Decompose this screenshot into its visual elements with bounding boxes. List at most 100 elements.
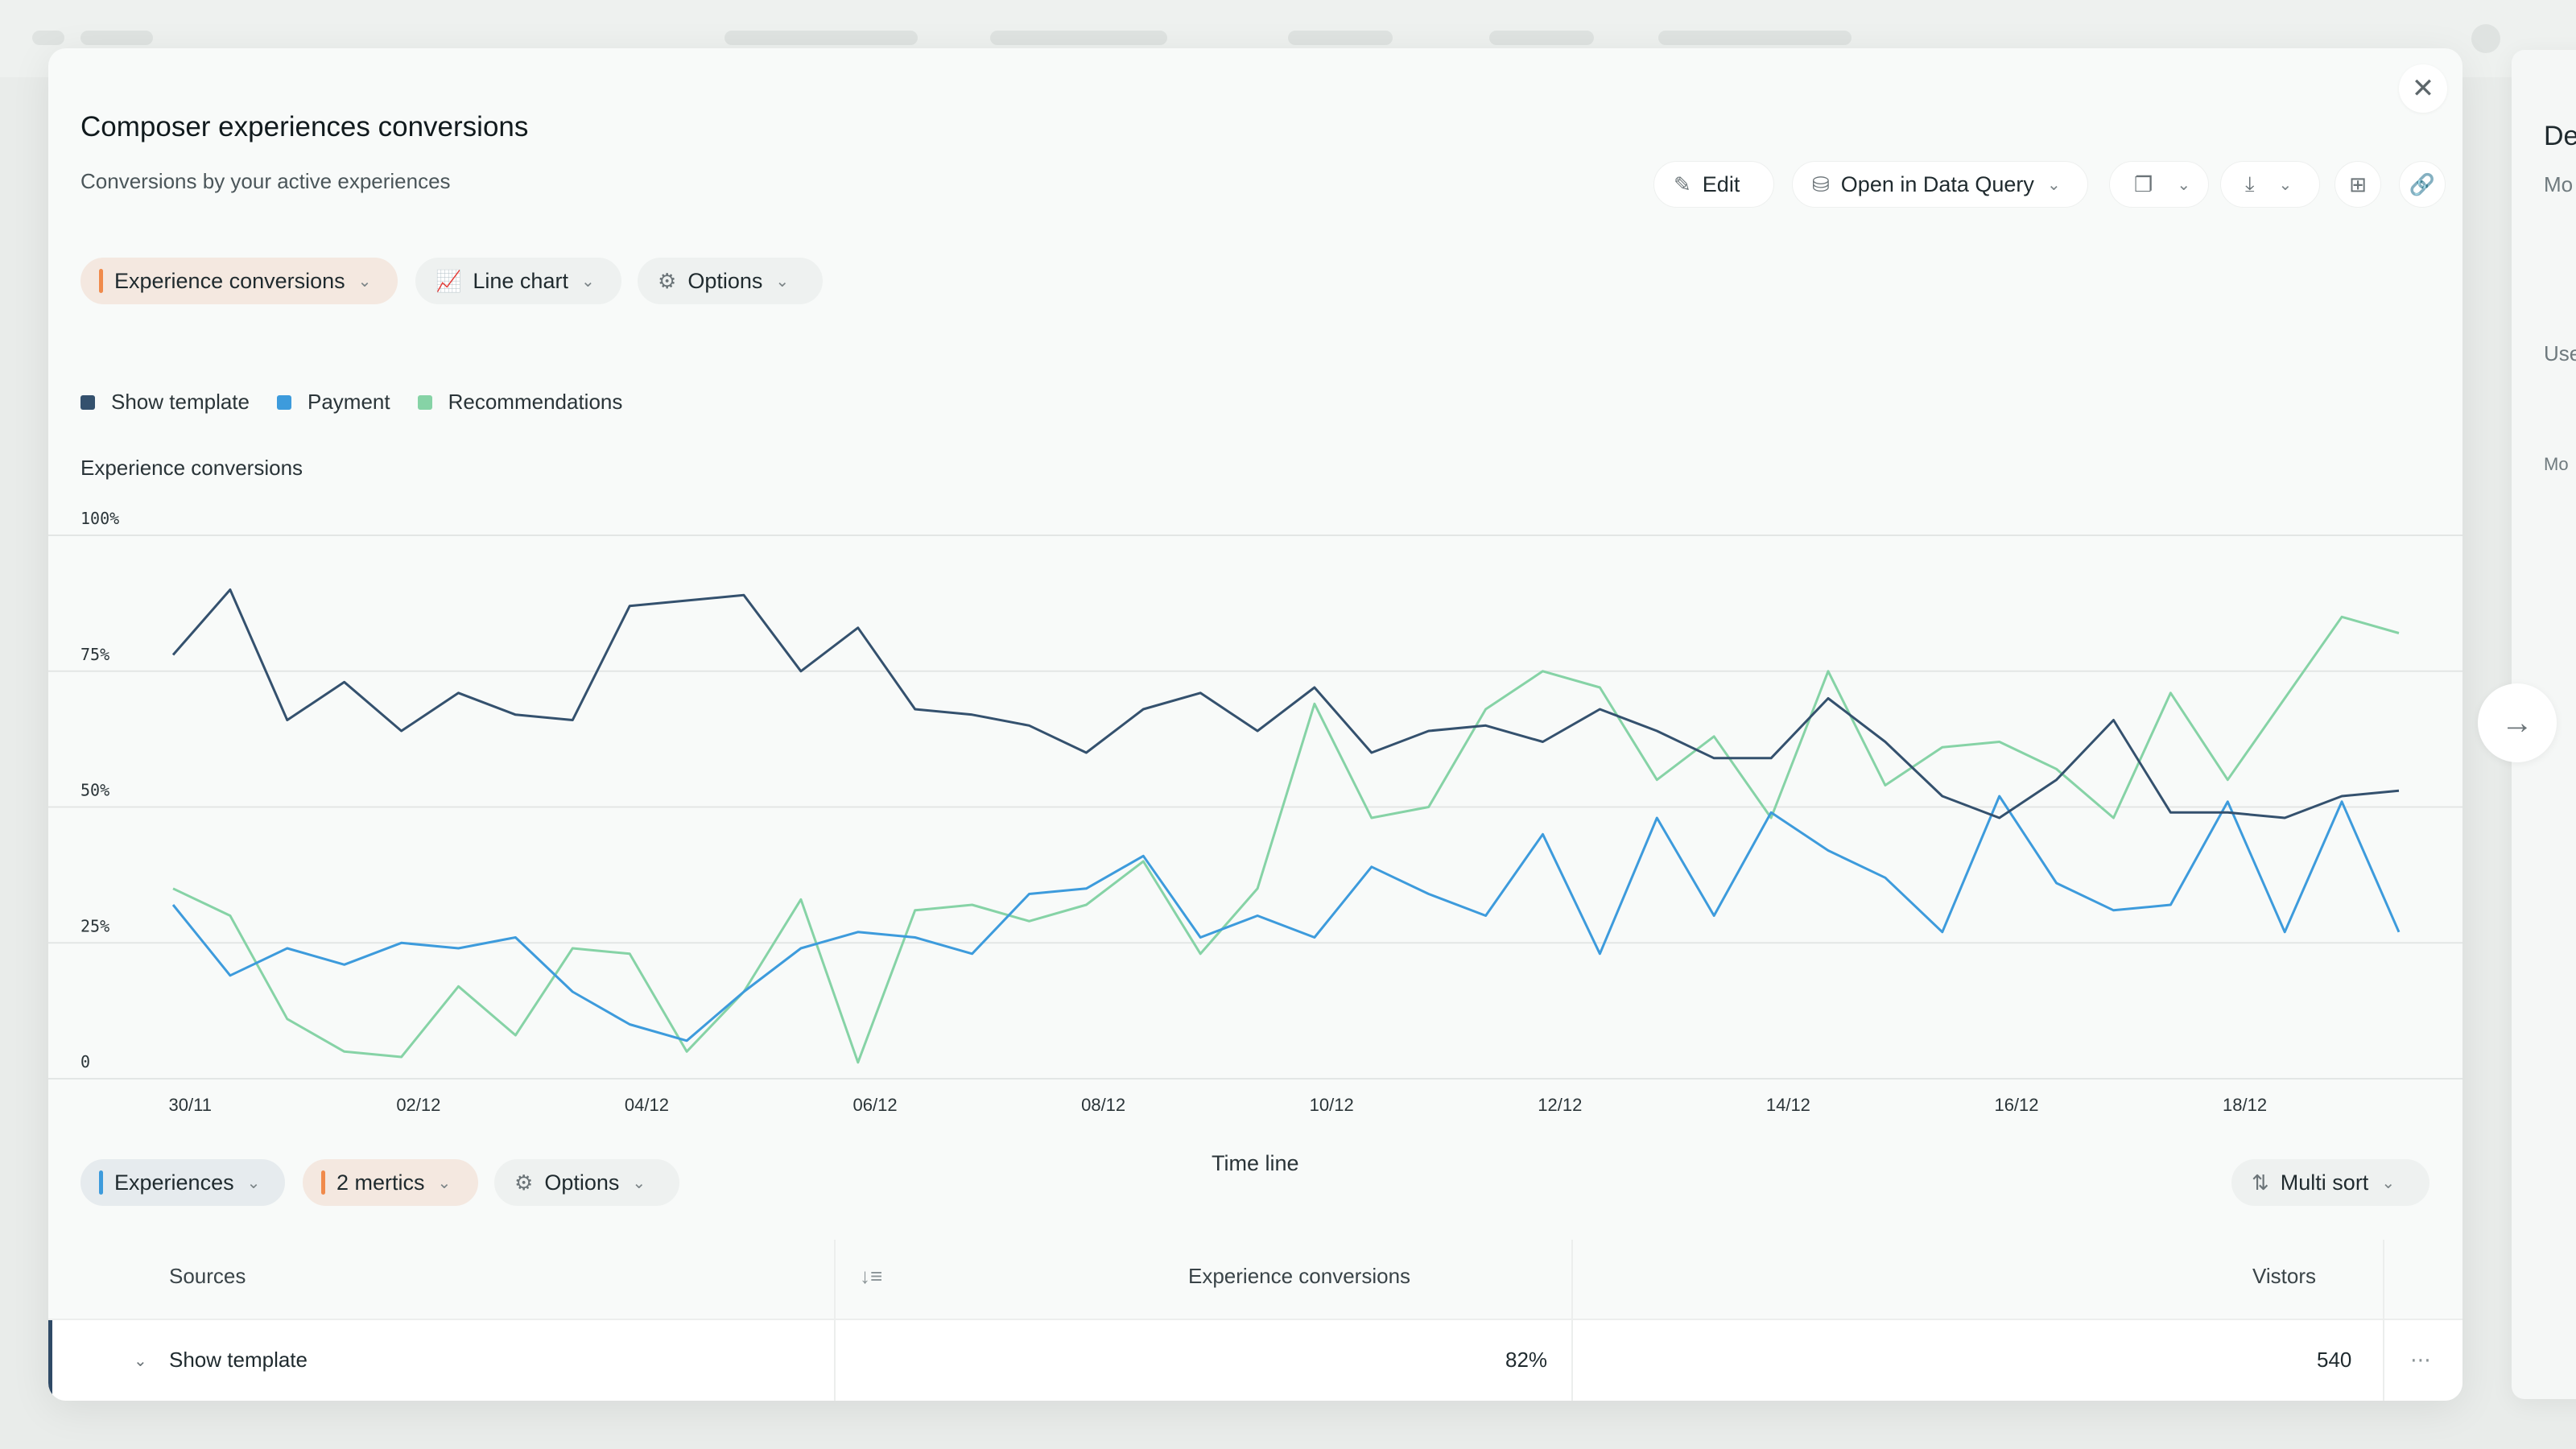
ghost-bar xyxy=(724,31,918,45)
chart-options-button[interactable]: ⚙ Options ⌄ xyxy=(638,258,823,304)
row-more-icon[interactable]: ⋯ xyxy=(2410,1348,2431,1372)
chevron-down-icon: ⌄ xyxy=(437,1174,452,1192)
chart-type-label: Line chart xyxy=(473,268,568,293)
gear-icon: ⚙ xyxy=(514,1170,534,1195)
chevron-down-icon: ⌄ xyxy=(2381,1174,2396,1192)
column-header-sources[interactable]: Sources xyxy=(169,1264,246,1288)
multi-sort-button[interactable]: ⇅ Multi sort ⌄ xyxy=(2231,1159,2429,1206)
chart-modal: Composer experiences conversions Convers… xyxy=(48,48,2462,1401)
close-icon: ✕ xyxy=(2411,73,2435,104)
ghost-bar xyxy=(1489,31,1594,45)
ghost-bar xyxy=(1288,31,1393,45)
legend-item[interactable]: Recommendations xyxy=(417,390,623,415)
chevron-down-icon: ⌄ xyxy=(632,1174,646,1192)
y-tick-label: 0 xyxy=(80,1052,90,1071)
y-tick-label: 50% xyxy=(80,781,109,800)
chart-title: Experience conversions xyxy=(80,456,303,480)
sort-order-icon[interactable]: ↓≡ xyxy=(860,1264,883,1288)
x-tick-label: 10/12 xyxy=(1310,1095,1354,1111)
ghost-bar xyxy=(2471,24,2500,53)
chevron-down-icon: ⌄ xyxy=(775,272,790,291)
x-tick-label: 14/12 xyxy=(1766,1095,1810,1111)
legend-item[interactable]: Show template xyxy=(80,390,250,415)
background-panel-text: Mo xyxy=(2544,172,2574,196)
metric-select-label: Experience conversions xyxy=(114,268,345,293)
y-tick-label: 25% xyxy=(80,916,109,935)
chart-options-label: Options xyxy=(687,268,763,293)
legend-swatch xyxy=(417,394,432,410)
experiences-label: Experiences xyxy=(114,1170,234,1195)
metrics-color-indicator xyxy=(321,1170,325,1195)
chevron-down-icon: ⌄ xyxy=(2046,175,2061,194)
row-source: Show template xyxy=(169,1348,308,1372)
x-tick-label: 06/12 xyxy=(853,1095,898,1111)
copy-link-button[interactable]: 🔗 xyxy=(2399,161,2446,208)
pencil-icon: ✎ xyxy=(1674,171,1691,196)
row-conversions: 82% xyxy=(1505,1348,1548,1372)
line-chart: 0 25% 50% 75% 100% 30/11 02/12 04/12 06/12 08/12 1… xyxy=(48,509,2462,1111)
x-tick-label: 12/12 xyxy=(1538,1095,1582,1111)
column-separator xyxy=(2383,1240,2384,1401)
chevron-down-icon: ⌄ xyxy=(2177,175,2191,194)
table-divider xyxy=(48,1319,2462,1320)
ghost-bar xyxy=(80,31,153,45)
table-options-button[interactable]: ⚙ Options ⌄ xyxy=(494,1159,679,1206)
legend-label: Recommendations xyxy=(448,390,623,414)
next-chart-button[interactable]: → xyxy=(2478,683,2557,762)
modal-subtitle: Conversions by your active experiences xyxy=(80,169,451,193)
chart-type-select[interactable]: 📈 Line chart ⌄ xyxy=(415,258,621,304)
table-options-label: Options xyxy=(544,1170,620,1195)
chevron-down-icon: ⌄ xyxy=(357,272,372,291)
modal-title: Composer experiences conversions xyxy=(80,111,529,142)
expand-row-icon[interactable]: ⌄ xyxy=(134,1352,147,1370)
database-icon: ⛁ xyxy=(1812,171,1830,196)
y-tick-label: 75% xyxy=(80,645,109,664)
metric-select[interactable]: Experience conversions ⌄ xyxy=(80,258,398,304)
ghost-bar xyxy=(32,31,64,45)
row-visitors: 540 xyxy=(2317,1348,2352,1372)
column-separator xyxy=(1571,1240,1573,1401)
chevron-down-icon: ⌄ xyxy=(580,272,595,291)
chevron-down-icon: ⌄ xyxy=(2278,175,2293,194)
table-row[interactable] xyxy=(48,1320,2462,1401)
arrow-right-icon: → xyxy=(2501,704,2533,741)
ghost-bar xyxy=(1658,31,1852,45)
download-menu-button[interactable]: ⤓ ⌄ xyxy=(2220,161,2320,208)
legend-label: Payment xyxy=(307,390,390,414)
background-panel-text: Use xyxy=(2544,341,2576,365)
x-tick-label: 18/12 xyxy=(2223,1095,2267,1111)
multi-sort-label: Multi sort xyxy=(2280,1170,2369,1195)
series-line-payment[interactable] xyxy=(171,795,2401,1042)
background-panel-text: Mo xyxy=(2544,454,2569,474)
column-header-conversions[interactable]: Experience conversions xyxy=(1188,1264,1411,1288)
close-button[interactable]: ✕ xyxy=(2399,64,2447,113)
x-tick-label: 08/12 xyxy=(1081,1095,1125,1111)
add-to-dashboard-button[interactable]: ⊞ xyxy=(2334,161,2381,208)
background-panel-title: De xyxy=(2544,121,2576,151)
sort-icon: ⇅ xyxy=(2252,1170,2269,1195)
series-line-recommendations[interactable] xyxy=(172,615,2400,1064)
x-tick-label: 04/12 xyxy=(625,1095,669,1111)
metrics-label: 2 mertics xyxy=(336,1170,425,1195)
x-tick-label: 30/11 xyxy=(169,1095,212,1111)
legend-item[interactable]: Payment xyxy=(276,390,390,415)
open-in-data-query-button[interactable]: ⛁ Open in Data Query ⌄ xyxy=(1792,161,2088,208)
experiences-select[interactable]: Experiences ⌄ xyxy=(80,1159,285,1206)
row-accent-bar xyxy=(48,1320,52,1401)
legend-label: Show template xyxy=(111,390,250,414)
gear-icon: ⚙ xyxy=(658,268,677,293)
grid-plus-icon: ⊞ xyxy=(2349,171,2367,196)
copy-icon: ❐ xyxy=(2134,171,2153,196)
metrics-select[interactable]: 2 mertics ⌄ xyxy=(303,1159,478,1206)
legend-swatch xyxy=(276,394,291,410)
chart-legend: Show template Payment Recommendations xyxy=(80,390,622,415)
duplicate-menu-button[interactable]: ❐ ⌄ xyxy=(2109,161,2209,208)
open-query-label: Open in Data Query xyxy=(1840,171,2034,196)
series-line-show-template[interactable] xyxy=(171,588,2400,819)
x-axis-label: Time line xyxy=(1212,1151,1299,1175)
chevron-down-icon: ⌄ xyxy=(246,1174,261,1192)
column-header-visitors[interactable]: Vistors xyxy=(2252,1264,2316,1288)
edit-button[interactable]: ✎ Edit xyxy=(1653,161,1774,208)
line-chart-icon: 📈 xyxy=(436,268,462,293)
column-separator xyxy=(834,1240,836,1401)
